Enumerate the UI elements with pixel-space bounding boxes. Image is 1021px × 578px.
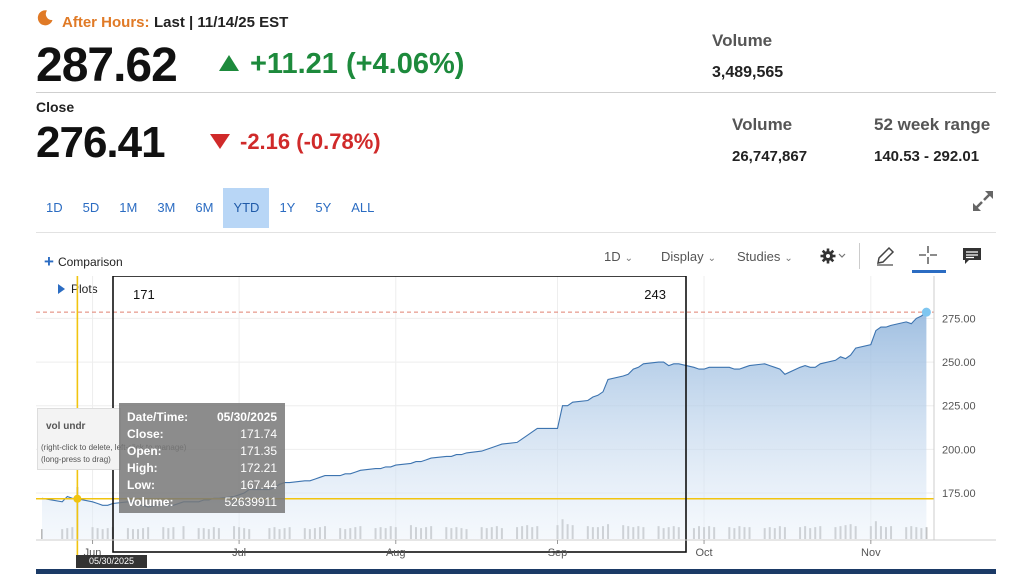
tooltip-row-low: Low: 167.44 — [127, 477, 277, 494]
tooltip-label: High: — [127, 461, 158, 475]
tooltip-value: 172.21 — [240, 461, 277, 475]
range-3m-button[interactable]: 3M — [157, 200, 176, 215]
pencil-icon[interactable] — [874, 245, 896, 267]
y-tick-label: 275.00 — [942, 313, 976, 325]
week-range-value: 140.53 - 292.01 — [874, 148, 980, 165]
tooltip-label: Open: — [127, 444, 162, 458]
x-tick-label: Nov — [861, 547, 881, 559]
tooltip-label: Low: — [127, 478, 155, 492]
volume-bar — [925, 527, 928, 539]
study-name: vol undr — [46, 421, 86, 432]
x-tick-label: Oct — [695, 547, 712, 559]
close-volume-label: Volume — [732, 115, 793, 134]
tooltip-row-open: Open: 171.35 — [127, 443, 277, 460]
tooltip-row-close: Close: 171.74 — [127, 426, 277, 443]
range-1d-button[interactable]: 1D — [46, 200, 63, 215]
crosshair-active-indicator — [912, 270, 946, 273]
comment-icon[interactable] — [961, 245, 983, 267]
header-divider — [36, 92, 996, 93]
y-axis: 175.00 200.00 225.00 250.00 275.00 — [933, 276, 996, 540]
comparison-label: Comparison — [57, 255, 123, 269]
after-hours-timestamp: Last | 11/14/25 EST — [154, 14, 289, 31]
y-tick-label: 200.00 — [942, 444, 976, 456]
plus-icon: + — [44, 252, 54, 271]
range-5y-button[interactable]: 5Y — [315, 200, 332, 215]
range-6m-button[interactable]: 6M — [195, 200, 214, 215]
y-tick-label: 175.00 — [942, 488, 976, 500]
display-label: Display — [661, 249, 704, 264]
x-tick-label: Jul — [232, 547, 246, 559]
range-5d-button[interactable]: 5D — [82, 200, 100, 215]
last-price-dot — [921, 307, 931, 317]
tooltip-value: 171.74 — [240, 427, 277, 441]
data-tooltip: Date/Time: 05/30/2025 Close: 171.74 Open: 1… — [119, 403, 285, 513]
range-ytd-button[interactable]: YTD — [223, 188, 270, 228]
selection-end-label: 243 — [644, 287, 666, 302]
studies-label: Studies — [737, 249, 781, 264]
tooltip-value: 171.35 — [240, 444, 277, 458]
period-dropdown[interactable]: 1D ⌄ — [604, 249, 633, 264]
after-hours-volume-label: Volume — [712, 31, 773, 50]
gear-icon[interactable] — [819, 246, 847, 266]
y-tick-label: 250.00 — [942, 357, 976, 369]
after-hours-label: After Hours: — [62, 14, 150, 31]
studies-dropdown[interactable]: Studies ⌄ — [737, 249, 793, 264]
tooltip-value: 05/30/2025 — [216, 410, 277, 424]
after-hours-price: 287.62 — [36, 39, 178, 92]
after-hours-volume-value: 3,489,565 — [712, 64, 784, 81]
study-hint-line-1: (right-click to delete, left-click to ma… — [41, 443, 187, 452]
comparison-button[interactable]: + Comparison — [44, 252, 123, 272]
moon-icon — [37, 10, 53, 26]
tooltip-row-volume: Volume: 52639911 — [127, 494, 277, 511]
study-panel[interactable]: vol undr — [37, 408, 121, 470]
expand-icon[interactable] — [970, 188, 996, 214]
x-tick-label: Aug — [386, 547, 406, 559]
tooltip-value: 52639911 — [224, 495, 278, 509]
selection-start-label: 171 — [133, 287, 155, 302]
tooltip-row-high: High: 172.21 — [127, 460, 277, 477]
range-1y-button[interactable]: 1Y — [279, 200, 296, 215]
crosshair-dot — [73, 494, 82, 503]
range-1m-button[interactable]: 1M — [119, 200, 138, 215]
study-hint-line-2: (long-press to drag) — [41, 455, 111, 464]
tooltip-label: Date/Time: — [127, 410, 189, 424]
period-label: 1D — [604, 249, 621, 264]
chevron-down-icon: ⌄ — [624, 253, 634, 264]
up-arrow-icon — [219, 55, 239, 71]
x-tick-label: Sep — [548, 547, 568, 559]
range-selector: 1D 5D 1M 3M 6M YTD 1Y 5Y ALL — [36, 188, 384, 228]
crosshair-icon[interactable] — [916, 243, 940, 267]
toolbar-separator — [859, 243, 860, 269]
chevron-down-icon: ⌄ — [784, 253, 793, 264]
display-dropdown[interactable]: Display ⌄ — [661, 249, 716, 264]
y-axis-panel — [934, 276, 996, 540]
down-arrow-icon — [210, 134, 230, 149]
week-range-label: 52 week range — [874, 115, 991, 134]
tooltip-label: Close: — [127, 427, 164, 441]
close-change: -2.16 (-0.78%) — [240, 129, 381, 154]
close-price: 276.41 — [36, 118, 166, 167]
x-axis: Jun Jul Aug Sep Oct Nov — [36, 539, 996, 559]
bottom-bar — [36, 569, 996, 574]
range-divider — [36, 232, 996, 233]
range-all-button[interactable]: ALL — [351, 200, 375, 215]
caret-right-icon — [58, 284, 65, 294]
study-hint: (right-click to delete, left-click to ma… — [41, 442, 186, 466]
tooltip-row-date: Date/Time: 05/30/2025 — [127, 409, 277, 426]
crosshair-date-flag: 05/30/2025 — [76, 555, 147, 568]
tooltip-value: 167.44 — [240, 478, 277, 492]
after-hours-change: +11.21 (+4.06%) — [250, 48, 465, 80]
y-tick-label: 225.00 — [942, 401, 976, 413]
chevron-down-icon: ⌄ — [707, 253, 717, 264]
close-volume-value: 26,747,867 — [732, 148, 808, 165]
close-label: Close — [36, 99, 75, 115]
tooltip-label: Volume: — [127, 495, 174, 509]
